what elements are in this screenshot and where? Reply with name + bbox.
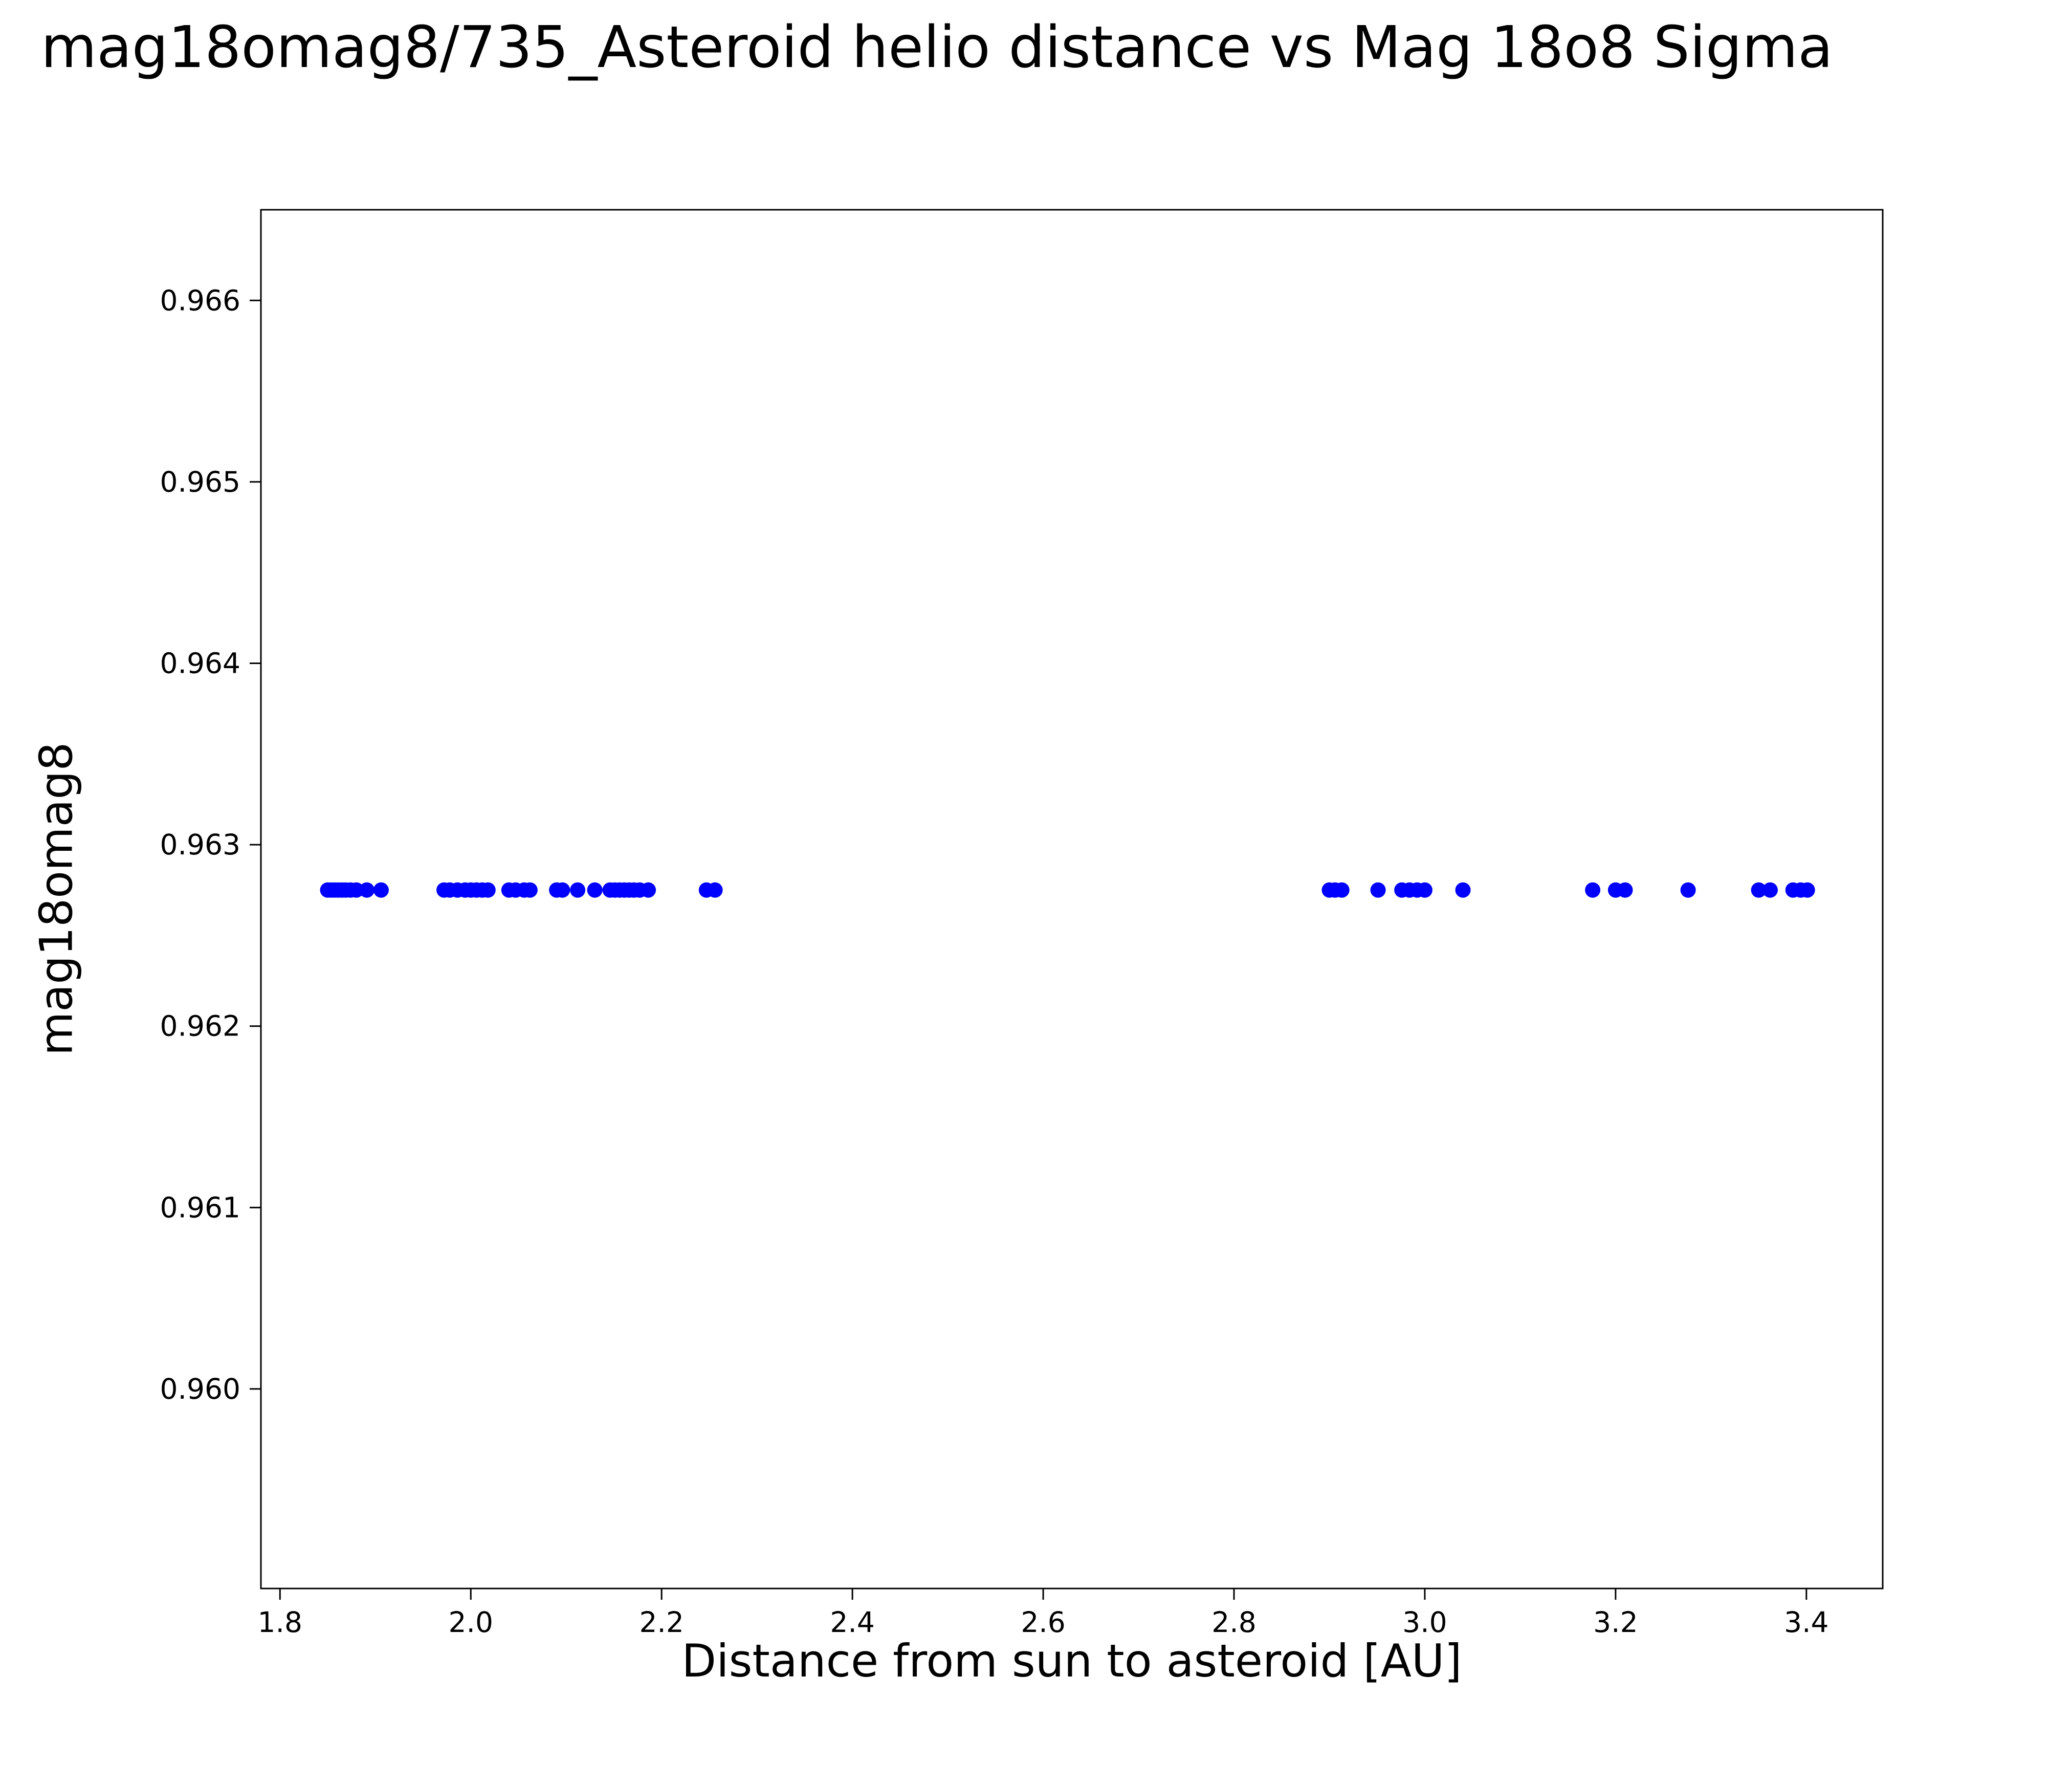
chart-title: mag18omag8/735_Asteroid helio distance v…: [41, 14, 1833, 81]
data-point: [1455, 882, 1471, 898]
y-tick-label: 0.966: [160, 284, 240, 317]
x-tick-label: 1.8: [258, 1606, 302, 1639]
x-tick-label: 3.0: [1402, 1606, 1447, 1639]
data-point: [348, 882, 364, 898]
y-tick-label: 0.965: [160, 466, 240, 498]
data-point: [1617, 882, 1633, 898]
y-tick-label: 0.964: [160, 647, 240, 680]
data-point: [1751, 882, 1767, 898]
x-tick-label: 3.2: [1593, 1606, 1638, 1639]
data-point: [1417, 882, 1432, 898]
y-tick-label: 0.963: [160, 828, 240, 861]
data-point: [1334, 882, 1350, 898]
data-point: [555, 882, 570, 898]
y-tick-label: 0.962: [160, 1010, 240, 1043]
data-point: [707, 882, 723, 898]
x-tick-label: 2.6: [1021, 1606, 1065, 1639]
x-tick-label: 2.8: [1211, 1606, 1256, 1639]
data-point: [587, 882, 603, 898]
x-tick-label: 2.0: [449, 1606, 493, 1639]
data-point: [373, 882, 389, 898]
x-tick-label: 2.4: [830, 1606, 874, 1639]
data-point: [522, 882, 538, 898]
y-axis-label: mag18omag8: [30, 742, 83, 1056]
x-axis-label: Distance from sun to asteroid [AU]: [681, 1635, 1462, 1687]
data-point: [570, 882, 586, 898]
x-tick-label: 3.4: [1784, 1606, 1828, 1639]
data-point: [1762, 882, 1778, 898]
data-point: [359, 882, 374, 898]
data-point: [1680, 882, 1696, 898]
y-tick-label: 0.961: [160, 1191, 240, 1224]
x-tick-label: 2.2: [639, 1606, 684, 1639]
axes-box: [260, 209, 1884, 1590]
y-tick-label: 0.960: [160, 1373, 240, 1405]
data-point: [1370, 882, 1386, 898]
data-point: [1799, 882, 1815, 898]
data-point: [1585, 882, 1601, 898]
data-point: [641, 882, 656, 898]
data-point: [480, 882, 496, 898]
